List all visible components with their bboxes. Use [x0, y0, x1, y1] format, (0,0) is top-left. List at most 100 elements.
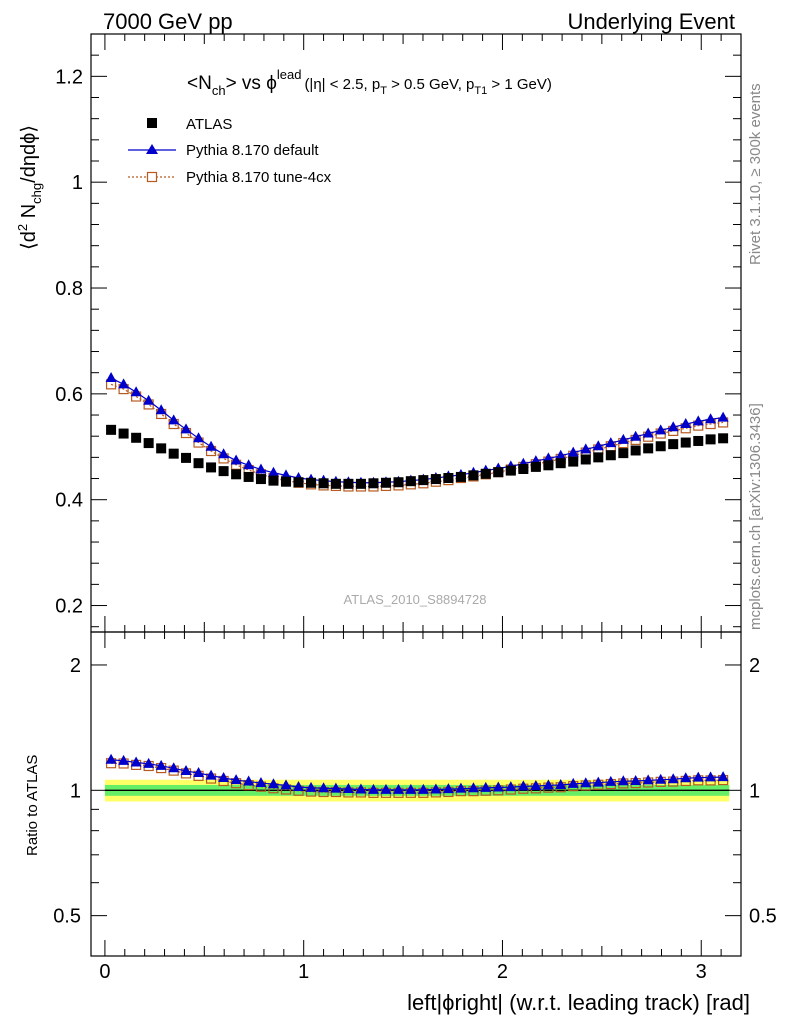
- rivet-label: Rivet 3.1.10, ≥ 300k events: [747, 83, 764, 265]
- data-point-default: [680, 772, 692, 783]
- data-point-default: [717, 411, 729, 422]
- data-point-atlas: [231, 469, 242, 480]
- data-point-atlas: [368, 478, 379, 489]
- data-point-atlas: [555, 458, 566, 469]
- data-point-atlas: [668, 439, 679, 450]
- data-point-default: [180, 764, 192, 775]
- data-point-default: [642, 427, 654, 438]
- data-point-atlas: [680, 437, 691, 448]
- data-point-default: [605, 775, 617, 786]
- data-point-default: [193, 767, 205, 778]
- main-ytick-label: 0.8: [55, 278, 83, 300]
- data-point-default: [655, 424, 667, 435]
- xtick-label: 3: [696, 961, 707, 983]
- data-point-default: [168, 762, 180, 773]
- data-point-atlas: [505, 465, 516, 476]
- data-point-default: [330, 782, 342, 793]
- main-panel: 0.2 0.4 0.6 0.8 1 1.2: [55, 33, 742, 956]
- data-point-atlas: [568, 456, 579, 467]
- data-point-default: [130, 756, 142, 767]
- xtick-label: 2: [497, 961, 508, 983]
- data-point-default: [542, 779, 554, 790]
- data-point-atlas: [630, 445, 641, 456]
- data-point-default: [505, 781, 517, 792]
- data-point-default: [642, 774, 654, 785]
- data-point-default: [267, 778, 279, 789]
- data-point-default: [617, 433, 629, 444]
- ratio-ytick-label: 2: [70, 655, 81, 677]
- main-ytick-label: 1: [72, 172, 83, 194]
- data-point-atlas: [593, 452, 604, 463]
- data-point-default: [692, 771, 704, 782]
- data-point-default: [342, 783, 354, 794]
- data-point-atlas: [443, 473, 454, 484]
- data-point-default: [393, 783, 405, 794]
- data-point-atlas: [655, 441, 666, 452]
- data-point-atlas: [218, 466, 229, 477]
- data-point-default: [417, 783, 429, 794]
- data-point-default: [480, 781, 492, 792]
- data-point-default: [567, 446, 579, 457]
- legend-default-label: Pythia 8.170 default: [186, 142, 319, 159]
- data-point-default: [168, 414, 180, 425]
- data-point-default: [380, 783, 392, 794]
- ratio-ytick-label-right: 0.5: [749, 906, 777, 928]
- legend: ATLAS Pythia 8.170 default Pythia 8.170 …: [128, 116, 332, 186]
- data-point-atlas: [243, 471, 254, 482]
- data-point-default: [667, 421, 679, 432]
- legend-atlas-label: ATLAS: [186, 116, 232, 133]
- data-point-atlas: [355, 478, 366, 489]
- data-point-default: [230, 774, 242, 785]
- data-point-default: [218, 448, 230, 459]
- legend-default-marker: [146, 144, 158, 154]
- legend-tune4cx-marker: [146, 171, 158, 183]
- data-point-default: [530, 780, 542, 791]
- data-point-default: [617, 775, 629, 786]
- data-point-default: [680, 418, 692, 429]
- data-point-atlas: [206, 462, 217, 473]
- main-y-axis-title: ⟨d2 Nchg/dηdϕ⟩: [15, 125, 44, 250]
- data-point-atlas: [118, 428, 129, 439]
- data-point-default: [155, 404, 167, 415]
- main-ytick-label: 1.2: [55, 66, 83, 88]
- data-point-default: [280, 779, 292, 790]
- data-point-default: [118, 754, 130, 765]
- data-point-default: [105, 753, 117, 764]
- data-point-atlas: [106, 424, 117, 435]
- data-point-atlas: [643, 443, 654, 454]
- ratio-ytick-label-right: 2: [749, 655, 760, 677]
- data-point-atlas: [268, 475, 279, 486]
- data-point-default: [255, 777, 267, 788]
- analysis-watermark: ATLAS_2010_S8894728: [344, 592, 487, 607]
- xtick-label: 1: [298, 961, 309, 983]
- data-point-atlas: [455, 471, 466, 482]
- data-point-atlas: [543, 460, 554, 471]
- data-point-default: [592, 440, 604, 451]
- data-point-atlas: [493, 467, 504, 478]
- plot-title: <Nch> vs ϕlead(|η| < 2.5, pT > 0.5 GeV, …: [187, 67, 552, 98]
- data-point-default: [143, 394, 155, 405]
- data-point-default: [118, 378, 130, 389]
- data-point-default: [580, 777, 592, 788]
- data-point-atlas: [405, 476, 416, 487]
- header-left: 7000 GeV pp: [103, 9, 233, 34]
- data-point-atlas: [318, 478, 329, 489]
- data-point-atlas: [518, 464, 529, 475]
- data-point-default: [243, 459, 255, 470]
- data-point-atlas: [705, 434, 716, 445]
- ratio-ytick-label: 1: [70, 780, 81, 802]
- data-point-default: [717, 771, 729, 782]
- data-point-default: [205, 440, 217, 451]
- data-point-atlas: [255, 474, 266, 485]
- data-point-default: [655, 773, 667, 784]
- data-point-default: [355, 783, 367, 794]
- data-point-atlas: [281, 476, 291, 487]
- data-point-default: [255, 463, 267, 474]
- data-point-atlas: [156, 443, 167, 454]
- main-ytick-label: 0.6: [55, 384, 83, 406]
- data-point-atlas: [605, 450, 616, 461]
- mcplots-label: mcplots.cern.ch [arXiv:1306.3436]: [747, 403, 764, 630]
- data-point-atlas: [480, 468, 491, 479]
- data-point-default: [592, 776, 604, 787]
- data-point-default: [705, 771, 717, 782]
